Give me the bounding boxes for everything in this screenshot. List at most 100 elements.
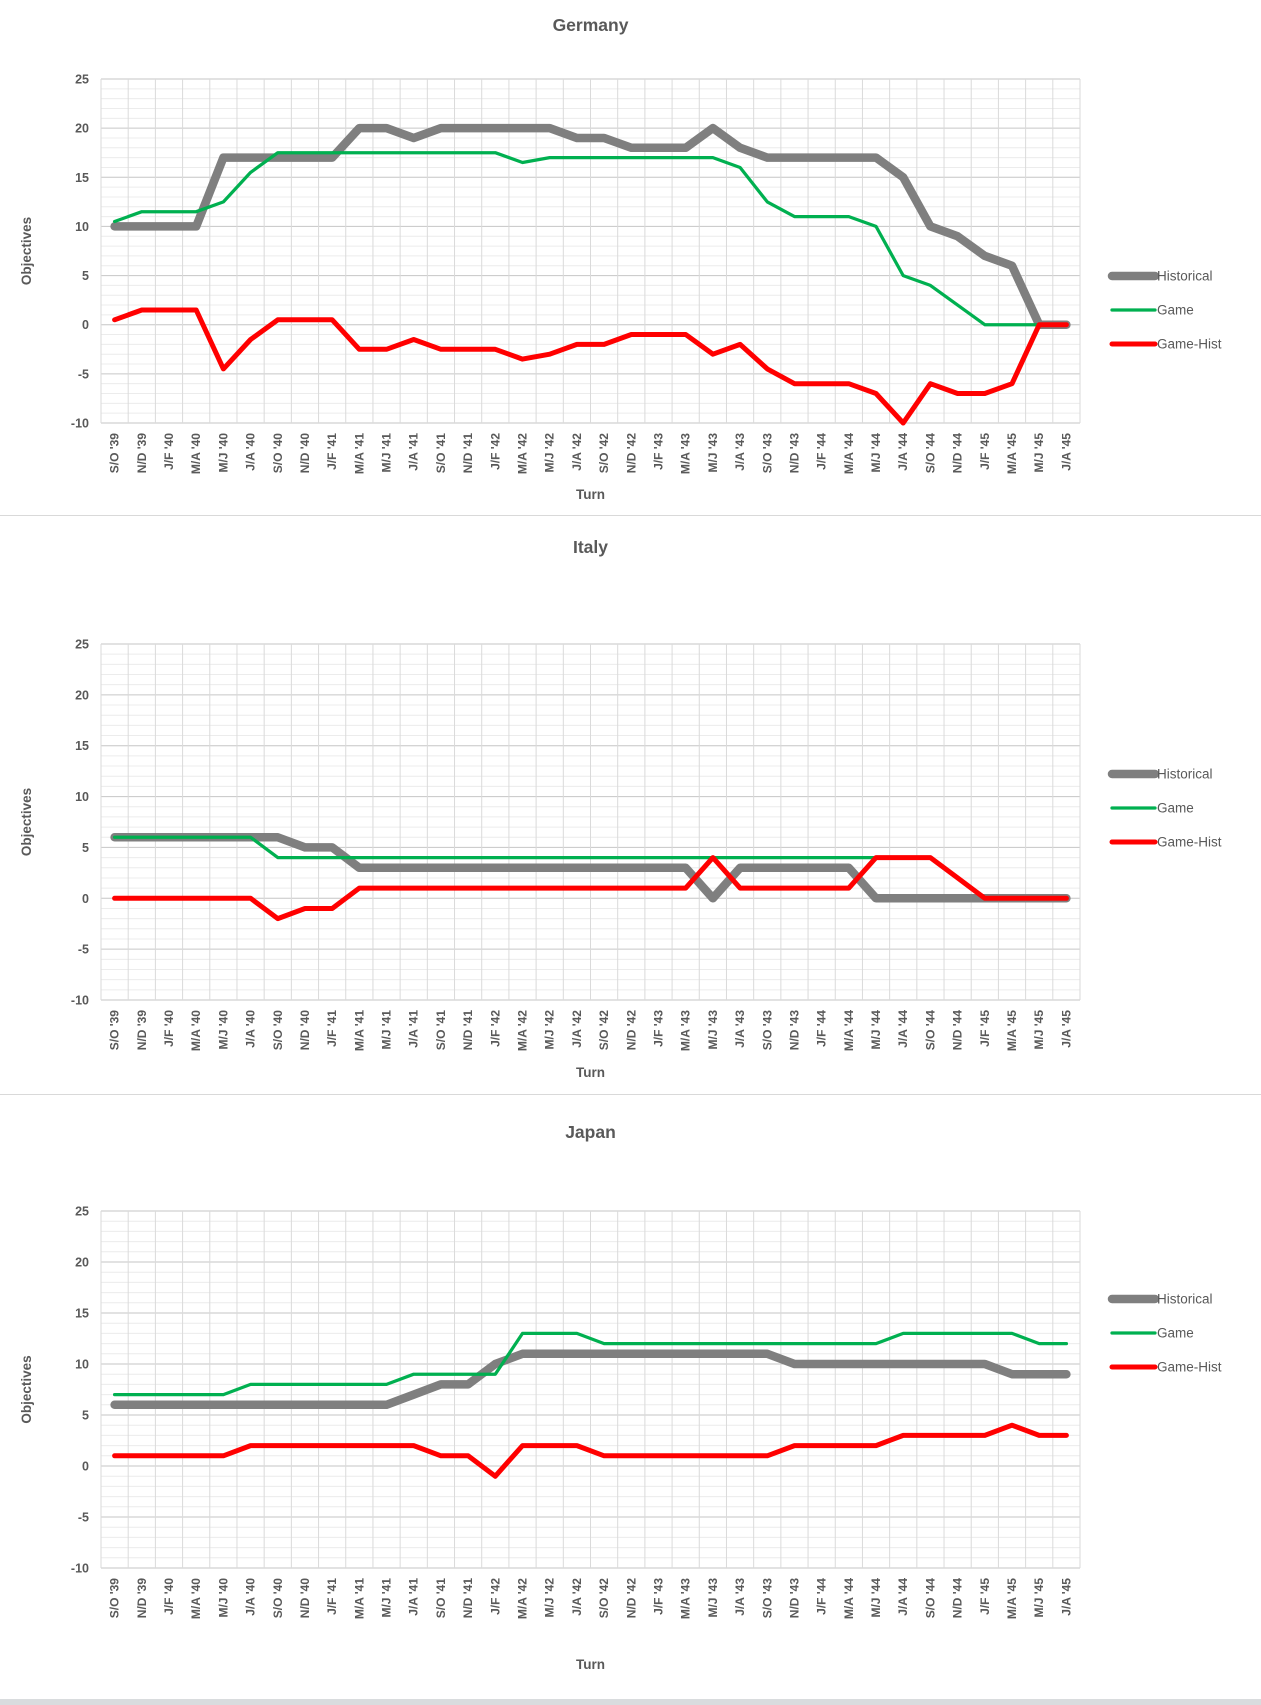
legend-item-game-hist: Game-Hist bbox=[1109, 835, 1222, 850]
y-axis-title: Objectives bbox=[19, 1355, 34, 1423]
x-tick-label: J/A '42 bbox=[570, 433, 584, 471]
legend-label: Game bbox=[1157, 1326, 1194, 1341]
x-tick-label: N/D '44 bbox=[951, 1010, 965, 1051]
x-tick-label: M/J '41 bbox=[380, 433, 394, 473]
x-tick-label: M/J '41 bbox=[380, 1010, 394, 1050]
x-tick-label: J/F '43 bbox=[651, 1010, 665, 1047]
x-tick-label: S/O '44 bbox=[923, 433, 937, 474]
legend-item-game: Game bbox=[1110, 801, 1194, 816]
x-tick-label: N/D '41 bbox=[461, 1010, 475, 1051]
x-tick-label: S/O '41 bbox=[434, 1578, 448, 1619]
x-tick-label: J/F '40 bbox=[162, 1578, 176, 1615]
x-tick-label: J/A '40 bbox=[244, 433, 258, 471]
x-tick-label: J/F '42 bbox=[488, 1010, 502, 1047]
x-tick-label: M/A '41 bbox=[352, 1010, 366, 1051]
legend-item-game: Game bbox=[1110, 1326, 1194, 1341]
x-tick-label: J/A '44 bbox=[896, 1578, 910, 1616]
x-tick-label: J/A '41 bbox=[407, 1578, 421, 1616]
x-tick-label: S/O '41 bbox=[434, 1010, 448, 1051]
x-tick-label: S/O '44 bbox=[923, 1010, 937, 1051]
legend-label: Historical bbox=[1157, 1292, 1213, 1307]
y-tick-label: 5 bbox=[82, 269, 89, 283]
x-tick-label: S/O '42 bbox=[597, 433, 611, 474]
y-tick-label: 10 bbox=[75, 1358, 89, 1372]
x-tick-label: J/A '44 bbox=[896, 433, 910, 471]
y-tick-label: -5 bbox=[78, 367, 89, 381]
y-tick-label: 15 bbox=[75, 171, 89, 185]
legend-item-game-hist: Game-Hist bbox=[1109, 1360, 1222, 1375]
series-line-game-hist bbox=[112, 307, 1069, 426]
legend-item-game: Game bbox=[1110, 303, 1194, 318]
x-tick-label: J/F '45 bbox=[978, 433, 992, 470]
x-tick-label: M/J '42 bbox=[543, 1010, 557, 1050]
legend-label: Game bbox=[1157, 303, 1194, 318]
series-line-historical bbox=[110, 833, 1071, 903]
x-tick-label: J/F '42 bbox=[488, 1578, 502, 1615]
x-tick-label: J/A '41 bbox=[407, 1010, 421, 1048]
x-tick-label: M/J '40 bbox=[216, 1578, 230, 1618]
x-tick-label: S/O '40 bbox=[271, 1578, 285, 1619]
series-line-game bbox=[112, 1331, 1069, 1397]
series-line-game-hist bbox=[112, 1422, 1069, 1479]
y-tick-label: -5 bbox=[78, 1511, 89, 1525]
x-tick-label: J/A '44 bbox=[896, 1010, 910, 1048]
legend: Historical Game Game-Hist bbox=[1107, 1292, 1222, 1375]
y-tick-label: -5 bbox=[78, 943, 89, 957]
x-tick-label: N/D '40 bbox=[298, 433, 312, 474]
x-tick-label: J/A '42 bbox=[570, 1010, 584, 1048]
y-axis-title: Objectives bbox=[19, 788, 34, 856]
x-tick-label: M/J '43 bbox=[706, 433, 720, 473]
x-tick-label: M/A '43 bbox=[679, 1010, 693, 1051]
y-tick-label: 0 bbox=[82, 1460, 89, 1474]
x-tick-label: M/J '45 bbox=[1032, 1010, 1046, 1050]
legend-item-historical: Historical bbox=[1107, 767, 1213, 782]
x-tick-label: S/O '43 bbox=[760, 1578, 774, 1619]
y-tick-label: 25 bbox=[75, 1205, 89, 1219]
x-tick-label: N/D '39 bbox=[135, 1010, 149, 1051]
y-tick-label: 0 bbox=[82, 892, 89, 906]
x-tick-label: M/A '40 bbox=[189, 1010, 203, 1051]
x-tick-label: S/O '41 bbox=[434, 433, 448, 474]
x-tick-label: M/A '44 bbox=[842, 1010, 856, 1051]
y-axis-tick-labels: 25 20 15 10 5 0 -5 -10 bbox=[71, 1205, 89, 1576]
x-tick-label: N/D '43 bbox=[787, 433, 801, 474]
legend: Historical Game Game-Hist bbox=[1107, 269, 1222, 352]
y-tick-label: 20 bbox=[75, 688, 89, 702]
x-tick-label: J/A '40 bbox=[244, 1010, 258, 1048]
y-tick-label: 15 bbox=[75, 739, 89, 753]
legend-label: Historical bbox=[1157, 269, 1213, 284]
x-tick-label: S/O '40 bbox=[271, 1010, 285, 1051]
x-tick-label: M/J '44 bbox=[869, 433, 883, 473]
x-tick-label: J/F '41 bbox=[325, 1578, 339, 1615]
x-tick-label: N/D '44 bbox=[951, 433, 965, 474]
x-tick-label: J/F '44 bbox=[815, 1578, 829, 1615]
legend-item-game-hist: Game-Hist bbox=[1109, 337, 1222, 352]
x-tick-label: M/A '42 bbox=[516, 1010, 530, 1051]
x-tick-label: N/D '42 bbox=[624, 1010, 638, 1051]
x-tick-label: N/D '43 bbox=[787, 1010, 801, 1051]
x-tick-label: J/A '43 bbox=[733, 1010, 747, 1048]
x-tick-label: M/A '42 bbox=[516, 433, 530, 474]
series-line-historical bbox=[110, 1349, 1071, 1410]
y-tick-label: -10 bbox=[71, 1562, 89, 1576]
x-axis-tick-labels: S/O '39 N/D '39 J/F '40 M/A '40 M/J '40 J/A '… bbox=[108, 1010, 1074, 1051]
legend-label: Game bbox=[1157, 801, 1194, 816]
series-line-game-hist bbox=[112, 855, 1069, 922]
y-tick-label: 25 bbox=[75, 638, 89, 652]
x-tick-label: M/J '45 bbox=[1032, 433, 1046, 473]
x-tick-label: S/O '43 bbox=[760, 433, 774, 474]
x-tick-label: N/D '40 bbox=[298, 1578, 312, 1619]
y-tick-label: 5 bbox=[82, 1409, 89, 1423]
x-tick-label: M/A '41 bbox=[352, 1578, 366, 1619]
x-tick-label: S/O '44 bbox=[923, 1578, 937, 1619]
x-tick-label: S/O '39 bbox=[108, 1578, 122, 1619]
x-tick-label: M/J '43 bbox=[706, 1578, 720, 1618]
y-tick-label: -10 bbox=[71, 417, 89, 431]
x-axis-title: Turn bbox=[576, 1065, 605, 1080]
x-tick-label: J/F '44 bbox=[815, 1010, 829, 1047]
x-tick-label: J/A '42 bbox=[570, 1578, 584, 1616]
y-tick-label: 10 bbox=[75, 220, 89, 234]
x-tick-label: M/J '41 bbox=[380, 1578, 394, 1618]
y-axis-tick-labels: 25 20 15 10 5 0 -5 -10 bbox=[71, 638, 89, 1008]
